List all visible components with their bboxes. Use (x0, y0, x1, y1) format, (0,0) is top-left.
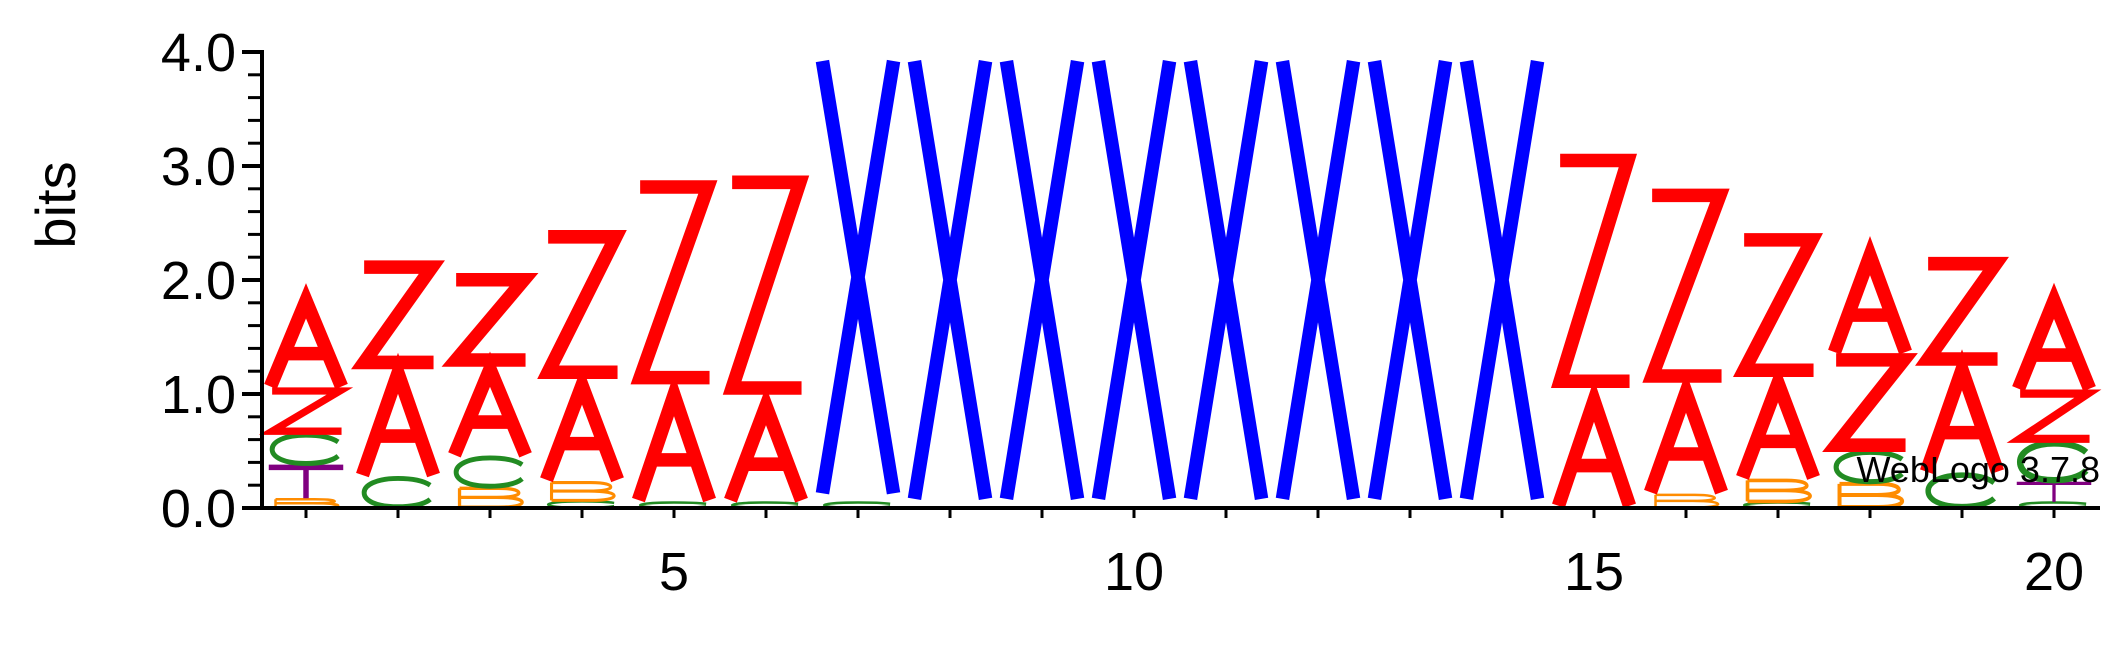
axes: 0.0 1.0 2.0 3.0 4.0 5 10 15 20 (161, 23, 2100, 602)
stack-pos-19 (1926, 264, 1997, 507)
letter-Z-pos-20 (2020, 394, 2089, 439)
stack-pos-5 (638, 187, 709, 508)
letter-Z-pos-2 (364, 267, 433, 362)
letter-A-pos-1 (270, 301, 341, 387)
y-axis-label: bits (24, 161, 87, 248)
x-tick-label: 15 (1564, 542, 1624, 602)
letter-Z-pos-18 (1836, 360, 1905, 445)
stack-pos-13 (1374, 61, 1445, 499)
stack-pos-15 (1558, 161, 1629, 506)
stack-pos-18 (1834, 256, 1905, 507)
letter-A-pos-2 (362, 373, 433, 475)
letter-X-pos-8 (914, 61, 985, 499)
stack-pos-20 (2017, 301, 2091, 508)
letter-Z-pos-17 (1744, 240, 1813, 370)
letter-X-pos-9 (1006, 61, 1077, 499)
stack-pos-4 (546, 237, 617, 508)
letter-T-pos-1 (269, 467, 343, 498)
letter-B-pos-17 (1748, 480, 1811, 501)
stack-pos-16 (1650, 195, 1721, 507)
stack-pos-7 (822, 61, 893, 508)
y-tick-label: 4.0 (161, 23, 236, 83)
letter-stacks (269, 61, 2091, 508)
letter-X-pos-12 (1282, 61, 1353, 499)
stack-pos-2 (362, 267, 433, 507)
x-tick-label: 5 (659, 542, 689, 602)
letter-A-pos-3 (454, 369, 525, 455)
letter-Z-pos-1 (272, 391, 341, 431)
stack-pos-14 (1466, 61, 1537, 499)
stack-pos-11 (1190, 61, 1261, 499)
letter-X-pos-10 (1098, 61, 1169, 499)
weblogo-credit: WebLogo 3.7.8 (1856, 449, 2100, 490)
letter-A-pos-5 (638, 395, 709, 500)
letter-Z-pos-5 (640, 187, 709, 378)
letter-B-pos-3 (460, 488, 523, 507)
stack-pos-9 (1006, 61, 1077, 499)
letter-A-pos-17 (1742, 383, 1813, 477)
letter-Z-pos-3 (456, 280, 525, 360)
stack-pos-6 (730, 182, 801, 507)
y-tick-label: 3.0 (161, 137, 236, 197)
stack-pos-8 (914, 61, 985, 499)
y-tick-label: 1.0 (161, 365, 236, 425)
letter-X-pos-14 (1466, 61, 1537, 499)
x-tick-label: 20 (2024, 542, 2084, 602)
letter-Z-pos-19 (1928, 264, 1997, 359)
letter-X-pos-13 (1374, 61, 1445, 499)
letter-A-pos-18 (1834, 256, 1905, 352)
letter-B-pos-16 (1656, 495, 1719, 508)
y-tick-label: 0.0 (161, 479, 236, 539)
letter-A-pos-15 (1558, 401, 1629, 506)
letter-Z-pos-4 (548, 237, 617, 372)
letter-C-pos-20 (2020, 443, 2086, 480)
letter-Z-pos-6 (732, 182, 801, 388)
stack-pos-1 (269, 301, 343, 508)
letter-C-pos-1 (272, 435, 338, 463)
letter-A-pos-6 (730, 406, 801, 500)
letter-Z-pos-16 (1652, 195, 1721, 376)
letter-A-pos-19 (1926, 370, 1997, 472)
letter-A-pos-4 (546, 385, 617, 479)
letter-C-pos-18 (1836, 452, 1902, 481)
letter-X-pos-7 (822, 61, 893, 493)
stack-pos-17 (1742, 240, 1813, 508)
letter-X-pos-11 (1190, 61, 1261, 499)
letter-C-pos-3 (456, 458, 522, 486)
y-tick-label: 2.0 (161, 251, 236, 311)
stack-pos-10 (1098, 61, 1169, 499)
x-tick-label: 10 (1104, 542, 1164, 602)
letter-A-pos-20 (2018, 301, 2089, 389)
letter-Z-pos-15 (1560, 161, 1629, 382)
stack-pos-12 (1282, 61, 1353, 499)
letter-B-pos-4 (552, 483, 615, 501)
stack-pos-3 (454, 280, 525, 507)
letter-A-pos-16 (1650, 393, 1721, 493)
letter-C-pos-2 (364, 478, 430, 506)
letter-T-pos-20 (2017, 483, 2091, 501)
